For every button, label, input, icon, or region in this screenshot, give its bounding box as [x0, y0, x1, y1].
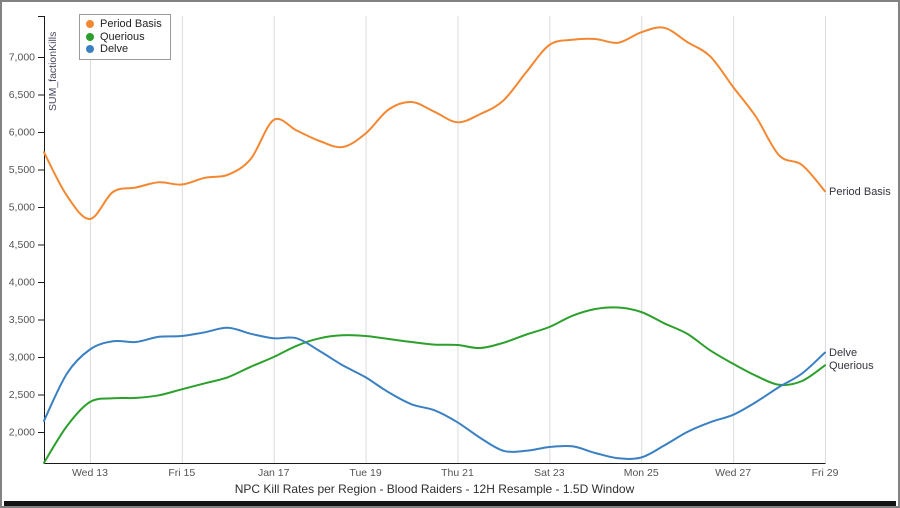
series-end-label-period-basis: Period Basis	[829, 186, 891, 198]
x-tick-label: Wed 27	[715, 467, 751, 479]
legend-label-period-basis: Period Basis	[100, 18, 162, 31]
bottom-divider-bar	[4, 501, 896, 506]
y-tick-label: 5,000	[9, 202, 35, 214]
y-tick-label: 2,500	[9, 389, 35, 401]
y-tick-label: 6,500	[9, 89, 35, 101]
series-end-label-querious: Querious	[829, 360, 874, 372]
legend-item-delve[interactable]: Delve	[86, 43, 162, 56]
y-tick-label: 3,000	[9, 352, 35, 364]
legend-label-querious: Querious	[100, 30, 145, 43]
x-tick-label: Sat 23	[534, 467, 565, 479]
period-basis-swatch-icon	[86, 20, 94, 29]
chart-title: NPC Kill Rates per Region - Blood Raider…	[234, 482, 635, 496]
x-tick-label: Tue 19	[349, 467, 381, 479]
x-tick-label: Thu 21	[441, 467, 474, 479]
legend-label-delve: Delve	[100, 43, 129, 56]
series-line-delve	[43, 326, 826, 460]
querious-swatch-icon	[86, 32, 94, 41]
y-tick-label: 5,500	[9, 164, 35, 176]
series-line-querious	[43, 306, 826, 464]
y-tick-label: 7,000	[9, 52, 35, 64]
series-line-period-basis	[43, 26, 826, 220]
legend-item-querious[interactable]: Querious	[86, 31, 162, 44]
axis-line	[38, 16, 826, 464]
y-tick-label: 4,500	[9, 239, 35, 251]
delve-swatch-icon	[86, 45, 94, 54]
y-tick-label: 2,000	[9, 427, 35, 439]
x-tick-label: Jan 17	[258, 467, 290, 479]
legend-item-period-basis[interactable]: Period Basis	[86, 18, 162, 31]
x-tick-label: Fri 29	[812, 467, 839, 479]
npc-kill-rates-line-chart: 2,000 2,500 3,000 3,500 4,000 4,500 5,000 5,500…	[9, 16, 891, 479]
legend: Period Basis Querious Delve	[79, 14, 171, 60]
y-tick-label: 6,000	[9, 127, 35, 139]
series-end-label-delve: Delve	[829, 347, 857, 359]
x-tick-label: Mon 25	[624, 467, 659, 479]
x-tick-label: Fri 15	[168, 467, 195, 479]
x-tick-label: Wed 13	[72, 467, 108, 479]
y-axis-title: SUM_factionKills	[47, 31, 59, 111]
y-tick-label: 4,000	[9, 277, 35, 289]
y-tick-label: 3,500	[9, 314, 35, 326]
